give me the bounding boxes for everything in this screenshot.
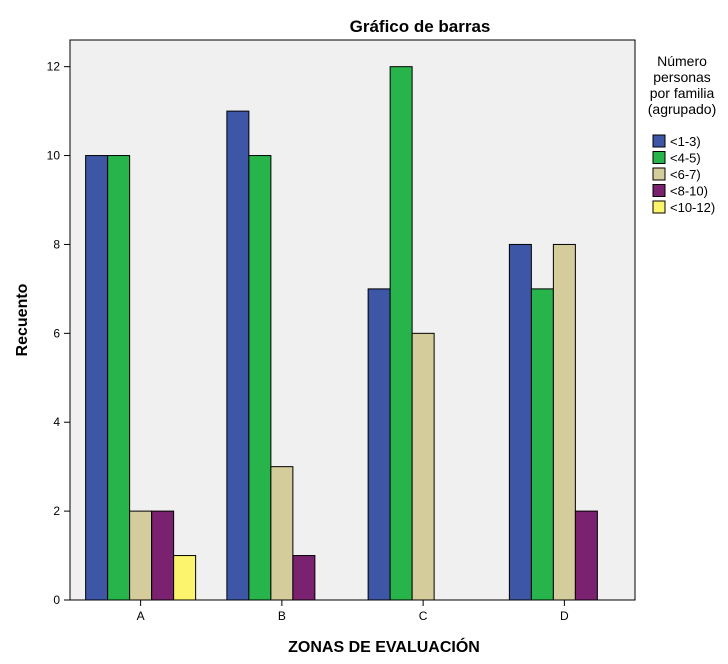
bar: [552, 243, 576, 601]
y-tick-label: 6: [53, 326, 60, 340]
legend-title-line: por familia: [650, 85, 715, 101]
y-tick-label: 10: [47, 149, 61, 163]
legend-label: <6-7): [670, 167, 701, 182]
bar: [508, 243, 532, 601]
y-axis: 0 2 4 6 8 10 12: [47, 60, 70, 607]
bar: [107, 155, 131, 601]
legend-label: <1-3): [670, 134, 701, 149]
legend-title-line: Número: [657, 53, 707, 69]
legend-swatch: [652, 134, 666, 148]
x-tick-label: B: [278, 609, 286, 623]
x-axis: A B C D: [137, 600, 569, 623]
legend-label: <8-10): [670, 184, 708, 199]
x-tick-label: C: [419, 609, 428, 623]
bar: [367, 288, 391, 601]
x-tick-label: A: [137, 609, 145, 623]
bar: [173, 555, 197, 601]
legend-swatch: [652, 200, 666, 214]
legend-label: <10-12): [670, 200, 715, 215]
x-axis-label: ZONAS DE EVALUACIÓN: [288, 637, 480, 656]
bar: [248, 155, 272, 601]
bar: [85, 155, 109, 601]
bar: [270, 466, 294, 601]
bar: [530, 288, 554, 601]
bar: [574, 510, 598, 601]
legend-swatch: [652, 151, 666, 164]
bar: [129, 510, 153, 601]
y-tick-label: 2: [53, 504, 60, 518]
legend-swatch: [652, 167, 666, 181]
x-tick-label: D: [560, 609, 569, 623]
bars-group: [85, 66, 598, 601]
bar: [389, 66, 413, 601]
legend-title-line: personas: [653, 69, 711, 85]
bar: [411, 332, 435, 601]
bar: [151, 510, 175, 601]
y-tick-label: 12: [47, 60, 61, 74]
bar: [226, 110, 250, 601]
bar: [292, 555, 316, 601]
legend-label: <4-5): [670, 151, 701, 166]
y-tick-label: 0: [53, 593, 60, 607]
chart-title: Gráfico de barras: [350, 17, 491, 36]
y-axis-label: Recuento: [14, 283, 31, 356]
y-tick-label: 8: [53, 237, 60, 251]
legend-swatch: [652, 184, 666, 197]
y-tick-label: 4: [53, 415, 60, 429]
legend-title-line: (agrupado): [648, 101, 717, 117]
